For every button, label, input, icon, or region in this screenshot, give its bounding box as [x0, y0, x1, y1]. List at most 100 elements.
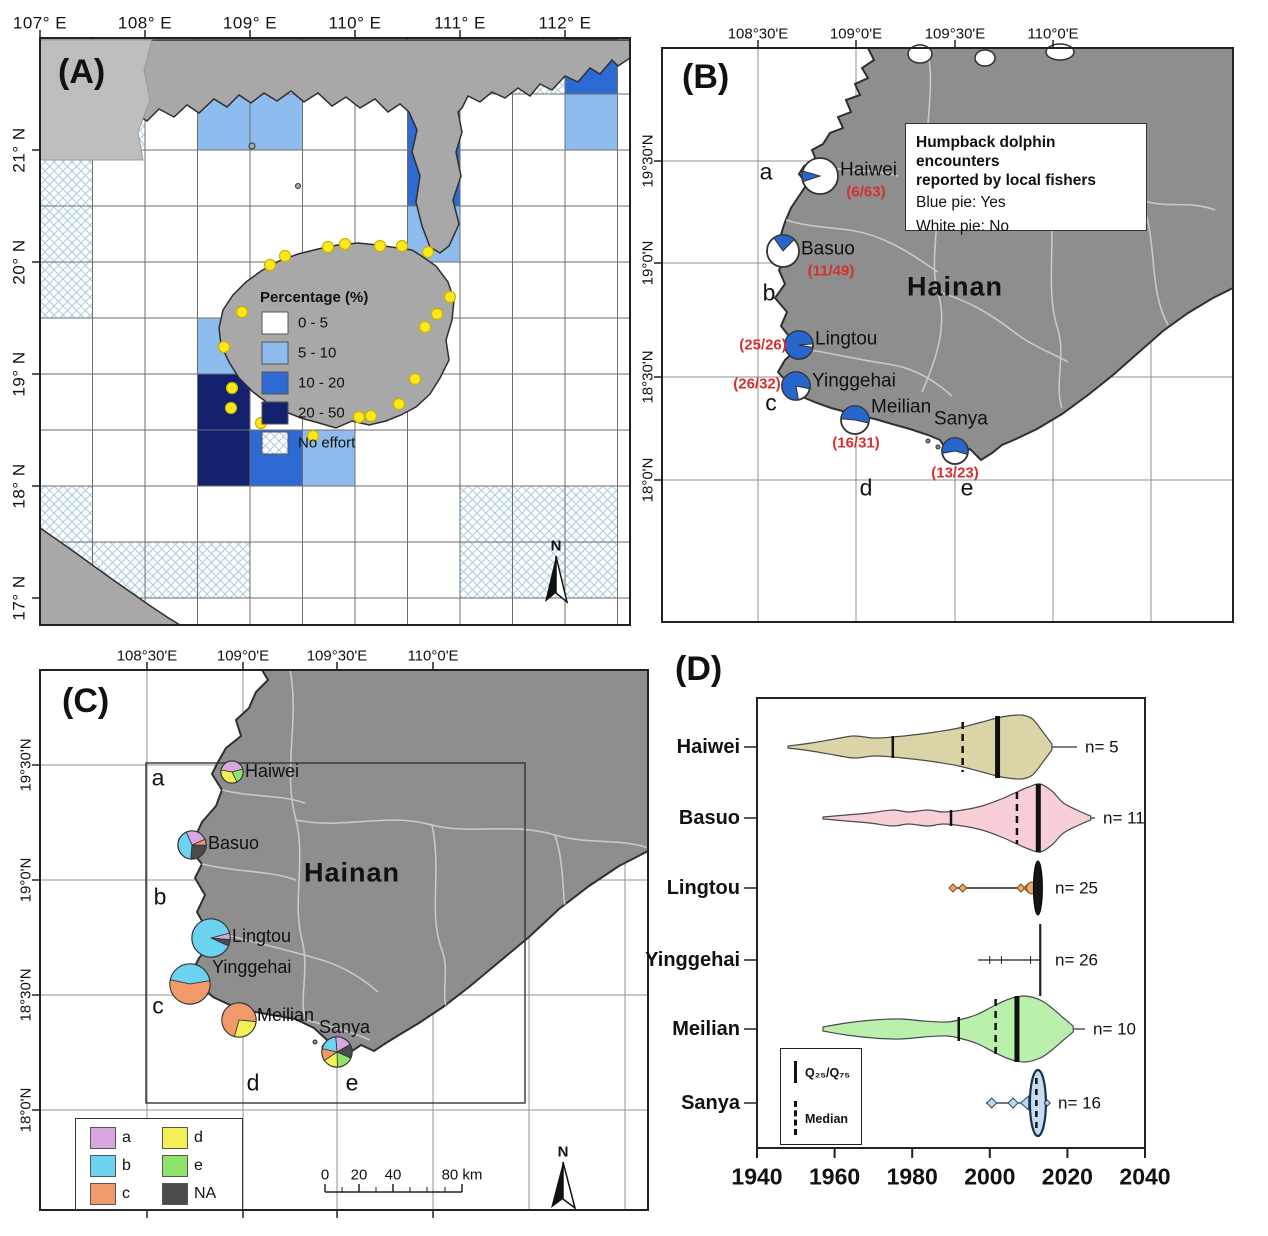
area-letter: c: [765, 389, 777, 416]
axis-label: 19°0'N: [17, 857, 35, 903]
region-label-c: Hainan: [303, 857, 401, 888]
legend-swatch-e: [162, 1155, 188, 1177]
survey-dot: [235, 305, 249, 319]
county-boundaries-b: [785, 48, 1216, 409]
data-point-diamond: [1007, 1097, 1019, 1109]
panel-c-land: [190, 669, 649, 1055]
no-effort-cell: [460, 542, 513, 598]
mainland-west-region: [39, 39, 153, 161]
x-tick-label: 1980: [886, 1163, 938, 1190]
county-boundaries-c: [201, 670, 648, 1041]
panel-d-ticks: [756, 1148, 1146, 1158]
survey-dot: [421, 245, 435, 259]
axis-label: 18°0'N: [17, 1087, 35, 1133]
panel-a-north-arrow: [545, 555, 569, 604]
data-point-half-diamond: [1019, 1094, 1030, 1112]
area-letter: a: [151, 764, 165, 791]
axis-label: 18°30'N: [639, 350, 657, 404]
axis-label: 109°30'E: [306, 647, 368, 665]
site-label: Basuo: [801, 238, 855, 260]
north-label-a: N: [550, 537, 562, 555]
axis-label: 110°0'E: [1027, 25, 1079, 43]
no-effort-cell: [40, 206, 93, 262]
legend-label: e: [194, 1157, 203, 1174]
row-label: Meilian: [672, 1018, 740, 1040]
scalebar-label: 40: [384, 1166, 402, 1184]
data-point-diamond: [1016, 883, 1026, 893]
site-label: Haiwei: [245, 761, 300, 781]
pie-slice-b: [169, 963, 211, 985]
data-point-diamond: [948, 883, 958, 893]
fraction-label: (26/32): [733, 375, 781, 393]
axis-label: 19°0'N: [639, 240, 657, 286]
n-label: n= 10: [1093, 1019, 1137, 1039]
survey-dot: [430, 307, 444, 321]
survey-dot: [395, 239, 409, 253]
axis-label: 109°30'E: [924, 25, 986, 43]
row-label: Sanya: [681, 1092, 740, 1114]
panel-b-pies: [766, 157, 969, 465]
info-white-pie: White pie: No: [916, 218, 1010, 235]
legend-label: c: [122, 1185, 130, 1202]
area-letter: a: [759, 158, 773, 185]
pie-yes-slice: [840, 405, 870, 424]
legend-label: 5 - 10: [298, 344, 337, 362]
info-title-line1: Humpback dolphin encounters: [916, 134, 1056, 170]
axis-label: 111° E: [434, 13, 486, 33]
pie-slice-b: [191, 918, 230, 958]
violin-lingtou: [1032, 860, 1043, 916]
site-label: Haiwei: [840, 159, 898, 181]
encounters-info-box: Humpback dolphin encounters reported by …: [905, 123, 1147, 235]
violin-meilian: [822, 995, 1074, 1063]
survey-dot: [392, 397, 406, 411]
axis-label: 109° E: [222, 13, 278, 33]
q25-q75-line-icon: [794, 1061, 797, 1083]
panel-b-tag: (B): [682, 58, 730, 96]
site-label: Meilian: [257, 1005, 315, 1025]
panel-a-tag: (A): [58, 53, 106, 91]
violin-basuo: [822, 783, 1092, 853]
axis-label: 17° N: [9, 575, 29, 621]
site-label: Basuo: [208, 833, 260, 853]
x-tick-label: 2000: [964, 1163, 1016, 1190]
axis-label: 108°30'E: [727, 25, 789, 43]
panel-a-border: [39, 37, 631, 626]
no-effort-cell: [460, 486, 513, 542]
panel-c-ticks: [32, 662, 434, 1218]
survey-dot: [352, 410, 366, 424]
axis-label: 107° E: [12, 13, 68, 33]
legend-swatch: [261, 311, 289, 335]
legend-swatch-NA: [162, 1183, 188, 1205]
n-label: n= 11: [1103, 808, 1145, 828]
survey-dot: [217, 340, 231, 354]
axis-label: 109°0'E: [216, 647, 270, 665]
axis-label: 108°30'E: [116, 647, 178, 665]
fraction-label: (25/26): [739, 336, 787, 354]
area-letter: b: [153, 883, 167, 910]
survey-dot: [306, 429, 320, 443]
median-label: Median: [805, 1112, 849, 1126]
site-label: Lingtou: [232, 926, 292, 946]
violin-haiwei: [787, 714, 1053, 780]
quartile-legend: Q₂₅/Q₇₅ Median: [780, 1048, 862, 1145]
pie-slice-d: [220, 769, 238, 784]
fraction-label: (11/49): [807, 262, 855, 280]
median-line-icon: [794, 1101, 797, 1135]
axis-label: 112° E: [538, 13, 592, 33]
survey-dots-layer: [217, 237, 457, 443]
x-tick-label: 2020: [1041, 1163, 1093, 1190]
panel-c-tag: (C): [62, 682, 110, 720]
legend-swatch: [261, 401, 289, 425]
axis-label: 20° N: [9, 239, 29, 285]
n-label: n= 26: [1055, 950, 1099, 970]
pie-slice-b: [321, 1036, 338, 1053]
pie-yes-slice: [801, 170, 822, 183]
row-label: Lingtou: [666, 877, 740, 899]
panel-b-ticks: [654, 40, 1054, 481]
percentage-cell: [250, 94, 303, 150]
panel-b-border: [661, 47, 1234, 623]
pie-slice-c: [221, 1002, 257, 1037]
pie-slice-na: [190, 844, 207, 860]
